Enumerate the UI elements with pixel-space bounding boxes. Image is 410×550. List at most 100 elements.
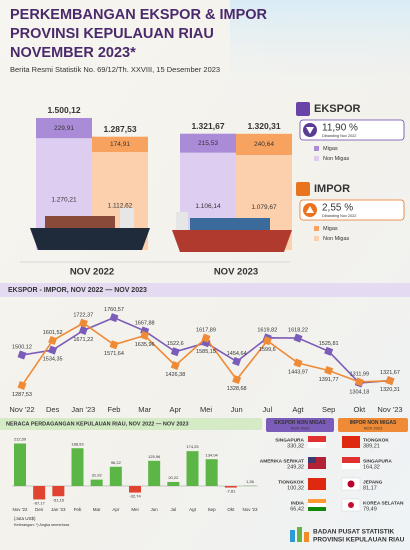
value-label: 1618,22 xyxy=(288,328,308,334)
x-tick-label: Jan '23 xyxy=(71,405,95,414)
marker xyxy=(232,357,242,366)
x-tick-label: Nov '22 xyxy=(9,405,34,414)
x-tick-label: NOV 2023 xyxy=(214,267,258,278)
partner-value: 79,49 xyxy=(363,506,377,512)
marker xyxy=(324,346,334,356)
value-label: 134,04 xyxy=(206,452,219,457)
change-note: Dibanding Nov 2022 xyxy=(322,214,356,218)
value-label: 20,22 xyxy=(168,475,179,480)
flag xyxy=(308,457,316,463)
x-tick-label: Agt xyxy=(189,507,197,512)
bar-segment xyxy=(36,117,92,139)
value-label: -32,74 xyxy=(129,494,141,499)
bar xyxy=(71,448,84,486)
marker xyxy=(17,380,27,390)
flag xyxy=(347,480,355,488)
title-line: NOVEMBER 2023* xyxy=(10,45,136,61)
flag xyxy=(308,442,326,448)
logo xyxy=(304,532,309,542)
bar xyxy=(148,460,161,486)
x-tick-label: Agt xyxy=(292,405,304,414)
country: KOREA SELATAN xyxy=(363,500,404,506)
marker xyxy=(293,333,303,343)
header-box xyxy=(266,418,334,432)
partner-value: 249,32 xyxy=(287,464,304,470)
arrow xyxy=(306,127,314,134)
value-label: 1.106,14 xyxy=(195,203,221,210)
x-tick-label: Jul xyxy=(170,507,176,512)
x-tick-label: Sep xyxy=(208,507,217,512)
flag xyxy=(348,502,354,508)
x-tick-label: Jun xyxy=(151,507,159,512)
marker xyxy=(293,358,303,368)
ships xyxy=(30,208,292,252)
value-label: 1571,64 xyxy=(104,351,124,357)
marker xyxy=(140,331,150,340)
value-label: 1534,35 xyxy=(43,357,63,363)
flag xyxy=(342,436,360,448)
change: 2,55 % xyxy=(322,203,353,214)
marker xyxy=(48,345,58,355)
value-label: 215,53 xyxy=(198,140,218,147)
x-tick-label: Des xyxy=(35,507,44,512)
country: INDIA xyxy=(291,500,305,506)
legend-swatch xyxy=(314,226,319,231)
panel-title: IMPOR NON MIGAS xyxy=(350,420,397,426)
partner-value: 330,32 xyxy=(287,443,304,449)
value-label: 1.270,21 xyxy=(51,196,77,203)
value-label: 1311,99 xyxy=(350,371,369,377)
panel-subtitle: NOV 2023 xyxy=(364,426,383,431)
partner-value: 389,21 xyxy=(363,443,380,449)
legend-title: IMPOR xyxy=(314,183,350,195)
value-label: 1525,81 xyxy=(319,341,339,347)
title-line: PERKEMBANGAN EKSPOR & IMPOR xyxy=(10,7,268,23)
header-box xyxy=(338,418,408,432)
total-label: 1.320,31 xyxy=(247,121,280,131)
value-label: 31,92 xyxy=(92,473,103,478)
bar-segment xyxy=(92,136,148,153)
value-label: 1287,53 xyxy=(12,392,32,398)
bar xyxy=(186,451,199,486)
x-tick-label: Jun xyxy=(231,405,243,414)
x-tick-label: Des xyxy=(46,405,60,414)
icon xyxy=(296,102,310,116)
bar xyxy=(14,443,26,486)
bar xyxy=(52,486,65,497)
note: Keterangan: *) Angka sementara xyxy=(14,523,70,527)
x-tick-label: Mei xyxy=(200,405,212,414)
legend-label: Migas xyxy=(323,226,338,232)
value-label: 1500,12 xyxy=(12,344,32,350)
marker xyxy=(201,333,211,343)
line-chart: EKSPOR - IMPOR, NOV 2022 — NOV 2023 Nov '… xyxy=(8,287,403,414)
arrow xyxy=(306,206,314,213)
value-label: 1722,37 xyxy=(73,313,93,319)
marker xyxy=(232,375,242,385)
logo xyxy=(290,530,295,542)
legend-title: EKSPOR xyxy=(314,103,361,115)
x-tick-label: NOV 2022 xyxy=(70,267,114,278)
marker xyxy=(385,376,395,386)
value-label: 96,22 xyxy=(111,460,122,465)
legend-label: Migas xyxy=(323,146,338,152)
bar xyxy=(33,486,46,500)
value-label: 240,64 xyxy=(254,141,274,148)
x-tick-label: Jan '23 xyxy=(51,507,66,512)
change-box xyxy=(299,119,405,141)
x-tick-label: Apr xyxy=(112,507,120,512)
x-tick-label: Mei xyxy=(131,507,138,512)
x-tick-label: Nov '23 xyxy=(242,507,258,512)
icon xyxy=(296,182,310,196)
panel-subtitle: NOV 2023 xyxy=(291,426,310,431)
subtitle: Berita Resmi Statistik No. 69/12/Th. XXV… xyxy=(10,65,220,74)
containers xyxy=(190,218,270,230)
bar xyxy=(167,481,180,486)
marker xyxy=(170,361,180,371)
flag xyxy=(342,463,360,469)
x-tick-label: Jul xyxy=(263,405,273,414)
x-tick-label: Nov '22 xyxy=(12,507,28,512)
value-label: 174,91 xyxy=(110,141,130,148)
bar-segment xyxy=(236,133,292,155)
